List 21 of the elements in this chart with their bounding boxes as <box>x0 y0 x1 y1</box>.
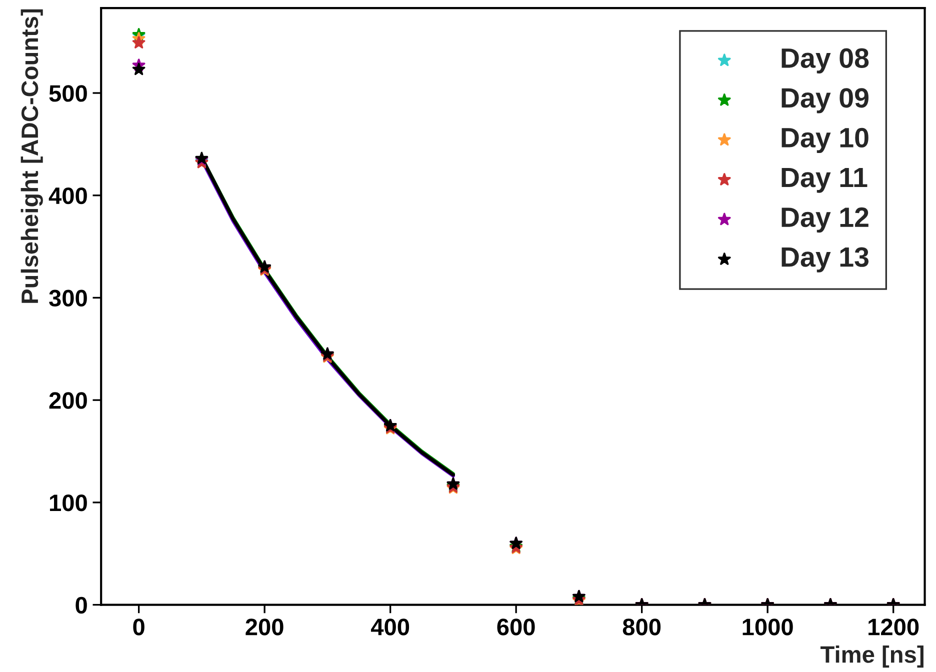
y-tick-label: 400 <box>48 187 87 204</box>
x-tick-label: 0 <box>133 618 144 636</box>
y-axis-title: Pulseheight [ADC-Counts] <box>20 9 43 303</box>
legend-label: Day 11 <box>782 168 868 193</box>
x-tick-label: 1000 <box>742 618 793 636</box>
legend-label: Day 09 <box>782 88 868 114</box>
x-tick-label: 800 <box>622 618 661 636</box>
legend-label: Day 12 <box>782 207 868 233</box>
x-axis-title: Time [ns] <box>820 646 924 668</box>
x-tick-label: 600 <box>497 618 535 636</box>
y-tick-label: 300 <box>49 290 87 307</box>
legend-label: Day 13 <box>782 247 869 272</box>
y-tick-label: 0 <box>76 596 87 614</box>
x-tick-label: 200 <box>246 618 284 636</box>
y-tick-label: 200 <box>49 392 87 409</box>
x-tick-label: 400 <box>370 618 410 636</box>
legend-label: Day 08 <box>782 48 869 74</box>
x-tick-label: 1200 <box>868 618 919 636</box>
legend-label: Day 10 <box>782 128 868 154</box>
y-tick-label: 100 <box>50 494 87 512</box>
y-tick-label: 500 <box>49 85 87 102</box>
